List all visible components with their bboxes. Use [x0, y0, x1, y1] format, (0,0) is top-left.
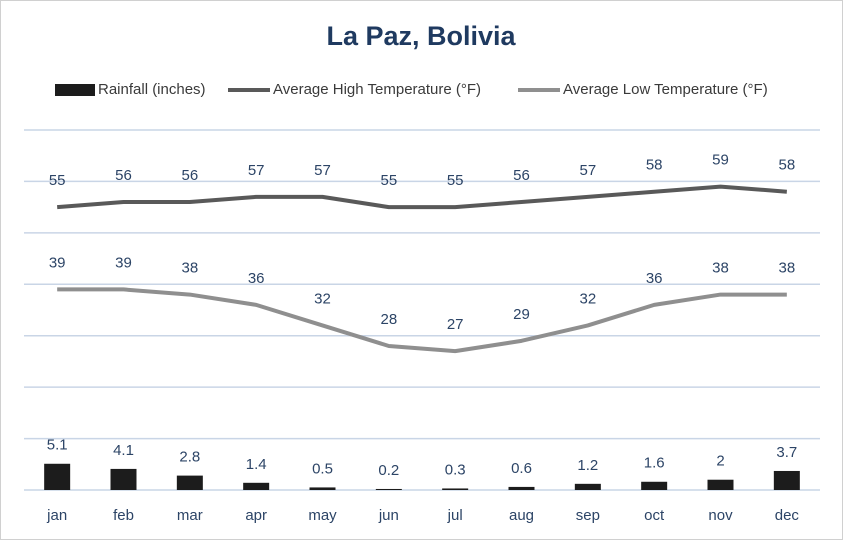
data-label: 5.1: [47, 437, 68, 454]
data-label: 1.4: [246, 456, 267, 473]
data-label: 38: [181, 260, 198, 277]
x-tick-label: dec: [775, 507, 800, 524]
data-label: 58: [778, 157, 795, 174]
data-label: 0.5: [312, 460, 333, 477]
data-label: 55: [49, 172, 66, 189]
bar: [707, 479, 734, 490]
x-tick-label: aug: [509, 507, 534, 524]
data-label: 32: [314, 290, 331, 307]
bar: [574, 483, 601, 490]
data-label: 56: [513, 167, 530, 184]
data-label: 59: [712, 152, 729, 169]
data-label: 27: [447, 316, 464, 333]
legend-label: Rainfall (inches): [98, 81, 206, 98]
bar: [641, 481, 668, 490]
data-label: 36: [248, 270, 265, 287]
data-label: 38: [712, 260, 729, 277]
x-tick-label: jul: [447, 507, 463, 524]
data-label: 0.6: [511, 460, 532, 477]
x-tick-label: jun: [378, 507, 399, 524]
data-label: 1.2: [577, 457, 598, 474]
x-tick-label: jan: [46, 507, 67, 524]
line: [57, 184, 787, 210]
data-label: 2: [716, 453, 724, 470]
line: [57, 287, 787, 354]
data-label: 28: [380, 311, 397, 328]
data-label: 58: [646, 157, 663, 174]
legend-label: Average High Temperature (°F): [273, 81, 481, 98]
data-label: 1.6: [644, 455, 665, 472]
data-label: 55: [380, 172, 397, 189]
data-label: 39: [49, 254, 66, 271]
data-label: 57: [314, 162, 331, 179]
data-label: 3.7: [776, 444, 797, 461]
x-tick-label: oct: [644, 507, 665, 524]
data-label: 56: [115, 167, 132, 184]
bar: [110, 468, 137, 490]
bar: [243, 482, 270, 490]
data-label: 57: [579, 162, 596, 179]
chart-title: La Paz, Bolivia: [326, 21, 516, 51]
bar: [442, 488, 469, 490]
bar: [773, 470, 800, 490]
data-label: 29: [513, 306, 530, 323]
x-tick-label: apr: [245, 507, 267, 524]
bar: [375, 488, 402, 490]
x-tick-label: feb: [113, 507, 134, 524]
x-tick-label: mar: [177, 507, 203, 524]
data-label: 0.2: [378, 462, 399, 479]
legend-swatch: [55, 84, 95, 96]
data-label: 39: [115, 254, 132, 271]
data-label: 56: [181, 167, 198, 184]
x-tick-label: sep: [576, 507, 600, 524]
data-label: 2.8: [179, 449, 200, 466]
x-tick-label: nov: [708, 507, 733, 524]
data-label: 32: [579, 290, 596, 307]
x-tick-label: may: [308, 507, 337, 524]
bar: [309, 487, 336, 490]
data-label: 0.3: [445, 461, 466, 478]
legend-label: Average Low Temperature (°F): [563, 81, 768, 98]
bar: [44, 463, 71, 490]
data-label: 55: [447, 172, 464, 189]
data-label: 4.1: [113, 442, 134, 459]
bar: [508, 486, 535, 490]
bar: [176, 475, 203, 490]
data-label: 36: [646, 270, 663, 287]
data-label: 57: [248, 162, 265, 179]
data-label: 38: [778, 260, 795, 277]
